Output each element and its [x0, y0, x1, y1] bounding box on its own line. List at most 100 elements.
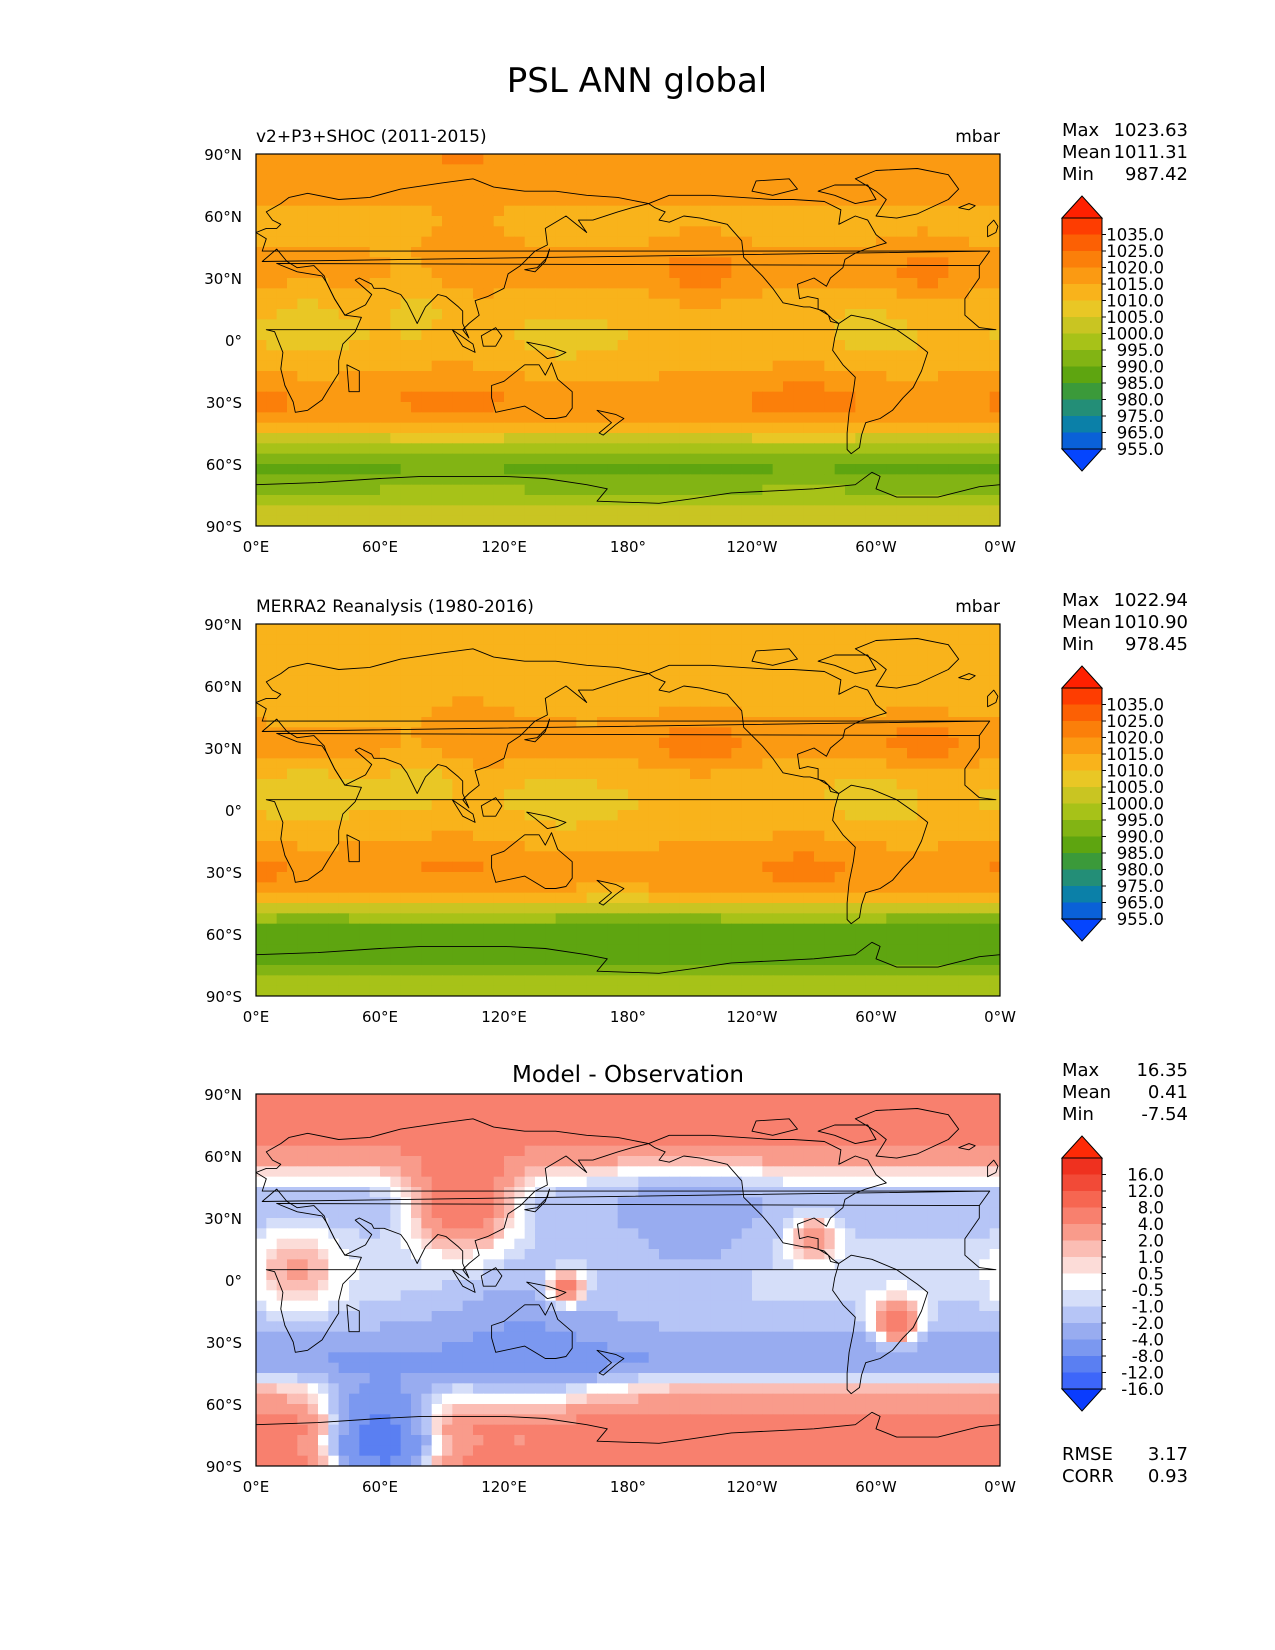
field-cell: [907, 350, 918, 362]
field-cell: [338, 185, 350, 196]
field-cell: [462, 634, 474, 646]
field-cell: [793, 195, 805, 207]
field-cell: [989, 350, 1000, 362]
field-cell: [483, 247, 495, 258]
field-cell: [824, 686, 836, 697]
field-cell: [648, 164, 660, 176]
field-cell: [865, 872, 877, 883]
field-cell: [669, 799, 681, 811]
field-cell: [886, 329, 898, 341]
field-cell: [917, 288, 929, 300]
field-cell: [752, 851, 763, 863]
field-cell: [555, 174, 567, 186]
field-cell: [442, 267, 453, 279]
field-cell: [328, 402, 340, 413]
field-cell: [576, 226, 588, 238]
field-cell: [772, 923, 784, 935]
field-cell: [979, 830, 991, 842]
field-cell: [380, 505, 391, 517]
field-cell: [721, 319, 732, 331]
field-cell: [421, 350, 433, 362]
field-cell: [390, 402, 402, 413]
field-cell: [545, 464, 557, 475]
field-cell: [266, 892, 278, 904]
field-cell: [958, 247, 970, 258]
field-cell: [845, 329, 856, 341]
field-cell: [669, 185, 681, 196]
field-cell: [442, 195, 453, 207]
field-cell: [772, 717, 784, 728]
field-cell: [793, 433, 805, 444]
field-cell: [958, 686, 970, 697]
field-cell: [597, 154, 608, 165]
field-cell: [700, 195, 712, 207]
field-cell: [287, 789, 298, 801]
field-cell: [679, 402, 691, 413]
field-cell: [462, 484, 474, 496]
field-cell: [535, 799, 546, 811]
field-cell: [896, 267, 908, 279]
field-cell: [369, 298, 381, 310]
field-cell: [586, 696, 598, 708]
field-cell: [979, 154, 991, 165]
field-cell: [793, 799, 805, 811]
field-cell: [669, 944, 681, 956]
field-cell: [338, 236, 350, 248]
field-cell: [566, 267, 577, 279]
field-cell: [989, 913, 1000, 925]
field-cell: [359, 236, 371, 248]
field-cell: [783, 624, 794, 635]
field-cell: [473, 892, 484, 904]
field-cell: [969, 433, 980, 444]
field-cell: [349, 934, 360, 945]
field-cell: [390, 154, 402, 165]
field-cell: [566, 422, 577, 434]
field-cell: [617, 205, 629, 217]
field-cell: [638, 624, 650, 635]
field-cell: [979, 789, 991, 801]
field-cell: [431, 872, 443, 883]
field-cell: [452, 278, 464, 289]
field-cell: [369, 319, 381, 331]
field-cell: [566, 360, 577, 372]
field-cell: [524, 381, 536, 393]
field-cell: [328, 154, 340, 165]
field-cell: [783, 892, 794, 904]
field-cell: [524, 644, 536, 656]
field-cell: [297, 236, 309, 248]
field-cell: [390, 236, 402, 248]
field-cell: [803, 851, 815, 863]
field-cell: [307, 236, 319, 248]
field-cell: [710, 934, 722, 945]
field-cell: [524, 154, 536, 165]
field-cell: [524, 185, 536, 196]
field-cell: [349, 236, 360, 248]
field-cell: [628, 799, 639, 811]
field-cell: [493, 371, 505, 382]
field-cell: [772, 154, 784, 165]
field-cell: [586, 381, 598, 393]
field-cell: [256, 484, 267, 496]
field-cell: [400, 903, 412, 914]
field-cell: [411, 319, 422, 331]
field-cell: [814, 505, 825, 517]
field-cell: [566, 185, 577, 196]
field-cell: [545, 309, 557, 320]
field-cell: [721, 185, 732, 196]
field-cell: [907, 443, 918, 455]
field-cell: [814, 298, 825, 310]
field-cell: [628, 505, 639, 517]
field-cell: [566, 319, 577, 331]
field-cell: [493, 267, 505, 279]
field-cell: [772, 841, 784, 852]
field-cell: [607, 675, 619, 687]
field-cell: [617, 789, 629, 801]
field-cell: [917, 185, 929, 196]
field-cell: [307, 226, 319, 238]
field-cell: [442, 717, 453, 728]
field-cell: [700, 474, 712, 486]
field-cell: [597, 371, 608, 382]
field-cell: [834, 913, 846, 925]
field-cell: [307, 484, 319, 496]
field-cell: [731, 298, 743, 310]
